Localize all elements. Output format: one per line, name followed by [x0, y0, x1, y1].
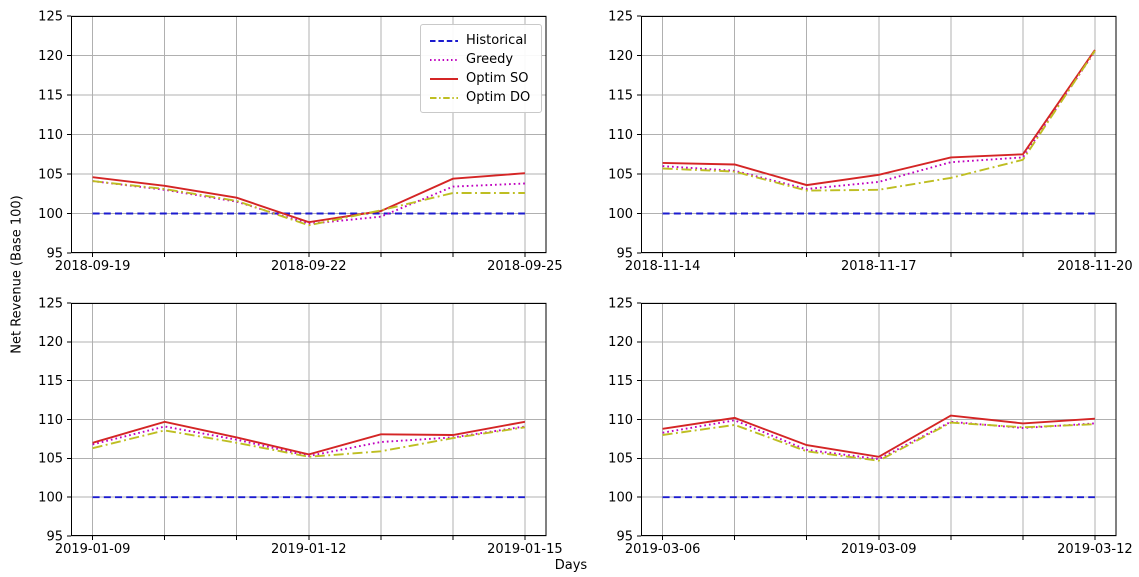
series-greedy [91, 179, 525, 225]
series-optim-do [661, 421, 1095, 462]
y-tick-label: 105 [38, 452, 63, 467]
x-tick-label: 2018-11-20 [1057, 259, 1133, 274]
series-optim-so [661, 414, 1095, 458]
y-tick-label: 110 [38, 127, 63, 142]
subplot-top-left: 95 100 105 110 115 120 125 2018-09-19 2018-09-22… [38, 9, 563, 274]
y-tick-label: 125 [608, 296, 633, 311]
legend-label: Historical [466, 32, 527, 48]
plot-border [640, 302, 1117, 537]
subplot-top-right: 95 100 105 110 115 120 125 2018-11-14 2018-11-17… [608, 9, 1133, 274]
y-tick-label: 95 [616, 246, 633, 261]
tick-labels: 95 100 105 110 115 120 125 2019-01-09 2019-01-12… [38, 296, 563, 557]
legend-label: Optim DO [466, 89, 531, 105]
legend-line-sample-greedy [430, 58, 458, 61]
plot-border [70, 302, 547, 537]
y-tick-label: 100 [608, 206, 633, 221]
series-greedy [661, 419, 1095, 461]
y-axis-label: Net Revenue (Base 100) [9, 195, 25, 354]
gridlines [640, 15, 1116, 253]
y-tick-label: 110 [608, 127, 633, 142]
y-tick-label: 110 [38, 413, 63, 428]
y-tick-label: 100 [608, 490, 633, 505]
x-tick-label: 2018-09-25 [487, 259, 563, 274]
tick-marks [636, 15, 1095, 257]
x-tick-label: 2019-01-09 [54, 542, 130, 557]
series-optim-do [91, 179, 525, 226]
legend-label: Optim SO [466, 70, 529, 86]
y-tick-label: 110 [608, 413, 633, 428]
series-optim-do [91, 426, 525, 458]
legend-line-sample-historical [430, 39, 458, 42]
y-tick-label: 95 [616, 529, 633, 544]
series-optim-do [662, 49, 1096, 192]
y-tick-label: 105 [38, 167, 63, 182]
y-tick-label: 120 [38, 48, 63, 63]
y-tick-label: 105 [608, 167, 633, 182]
y-tick-label: 120 [38, 335, 63, 350]
plot-border [70, 15, 547, 253]
y-tick-label: 115 [608, 88, 633, 103]
legend-line-sample-optim-so [430, 77, 458, 80]
x-tick-label: 2018-09-22 [270, 259, 346, 274]
x-tick-label: 2019-01-15 [487, 542, 563, 557]
tick-labels: 95 100 105 110 115 120 125 2018-09-19 2018-09-22… [38, 9, 563, 274]
legend-item-optim-do: Optim DO [429, 88, 533, 107]
x-tick-label: 2018-11-14 [624, 259, 700, 274]
y-tick-label: 100 [38, 206, 63, 221]
subplot-bottom-left: 95 100 105 110 115 120 125 2019-01-09 2019-01-12… [38, 296, 563, 557]
series-optim-so [91, 171, 525, 223]
tick-labels: 95 100 105 110 115 120 125 2018-11-14 2018-11-17… [608, 9, 1133, 274]
legend: Historical Greedy Optim SO Optim DO [420, 24, 542, 113]
tick-marks [66, 15, 525, 257]
y-tick-label: 100 [38, 490, 63, 505]
legend-item-historical: Historical [429, 31, 533, 50]
x-tick-label: 2019-03-09 [840, 542, 916, 557]
y-tick-label: 120 [608, 335, 633, 350]
tick-marks [636, 302, 1095, 540]
tick-labels: 95 100 105 110 115 120 125 2019-03-06 2019-03-09… [608, 296, 1133, 557]
gridlines [70, 302, 546, 537]
x-tick-label: 2019-03-12 [1057, 542, 1133, 557]
legend-item-optim-so: Optim SO [429, 69, 533, 88]
x-tick-label: 2019-03-06 [624, 542, 700, 557]
y-tick-label: 125 [38, 296, 63, 311]
gridlines [640, 302, 1116, 537]
x-tick-label: 2018-09-19 [54, 259, 130, 274]
subplot-bottom-right: 95 100 105 110 115 120 125 2019-03-06 2019-03-09… [608, 296, 1133, 557]
series-optim-so [662, 48, 1096, 186]
y-tick-label: 105 [608, 452, 633, 467]
y-tick-label: 120 [608, 48, 633, 63]
y-tick-label: 95 [46, 529, 63, 544]
legend-item-greedy: Greedy [429, 50, 533, 69]
gridlines [70, 15, 546, 253]
y-tick-label: 115 [608, 374, 633, 389]
x-axis-label: Days [554, 558, 588, 573]
y-tick-label: 115 [38, 88, 63, 103]
y-tick-label: 125 [608, 9, 633, 24]
y-tick-label: 125 [38, 9, 63, 24]
legend-label: Greedy [466, 51, 514, 67]
plot-border [640, 15, 1117, 253]
series-optim-so [91, 420, 525, 456]
tick-marks [66, 302, 525, 540]
y-tick-label: 95 [46, 246, 63, 261]
x-tick-label: 2018-11-17 [840, 259, 916, 274]
x-tick-label: 2019-01-12 [270, 542, 346, 557]
legend-line-sample-optim-do [430, 96, 458, 99]
y-tick-label: 115 [38, 374, 63, 389]
